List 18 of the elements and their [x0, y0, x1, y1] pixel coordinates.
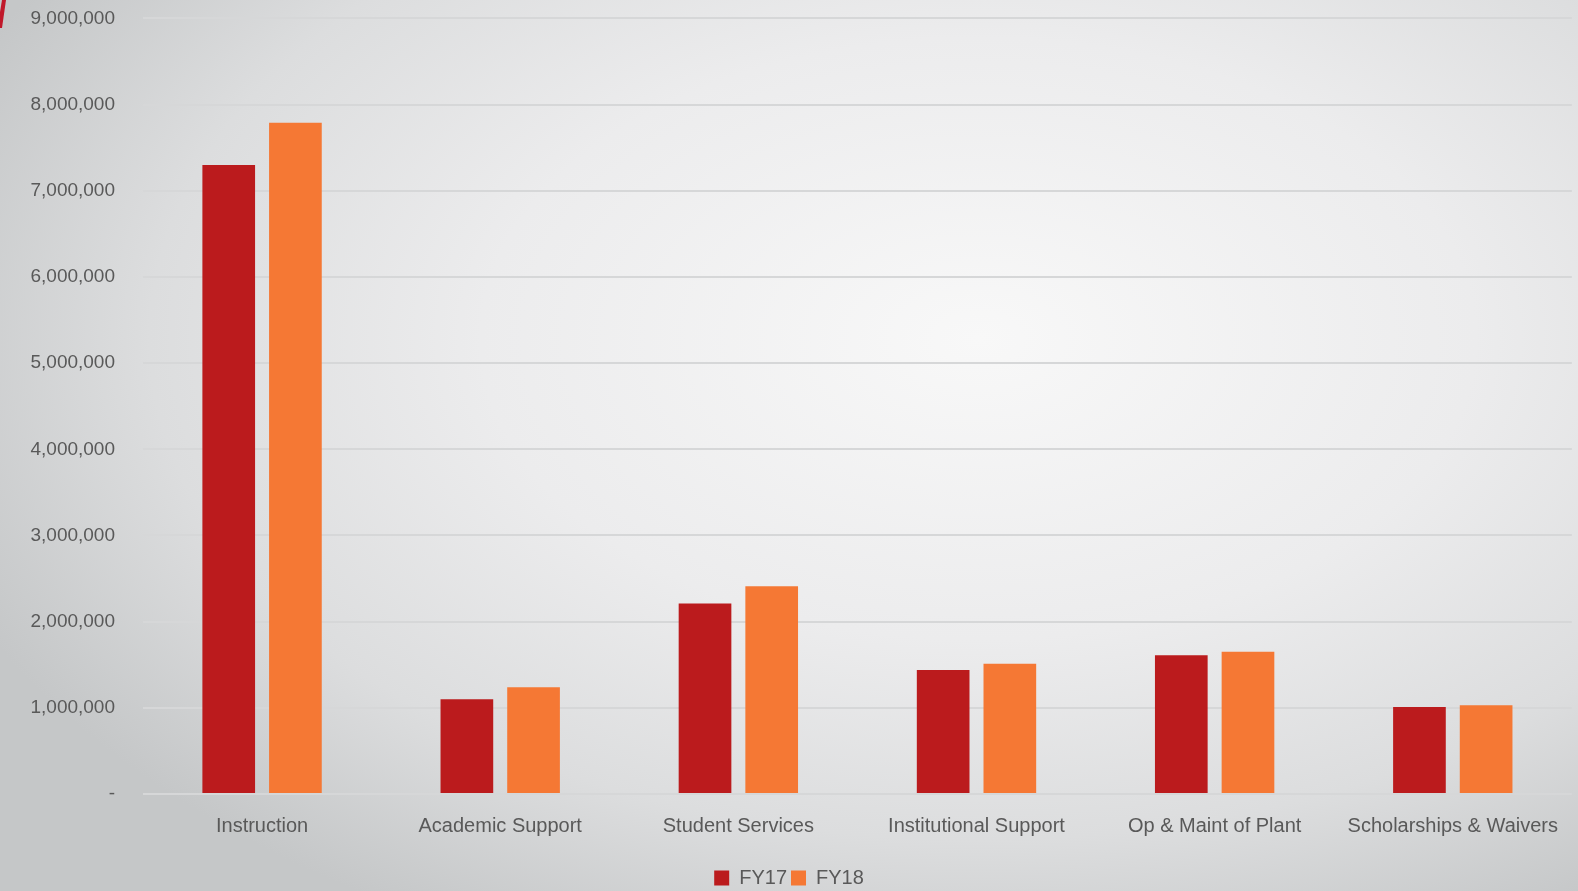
y-tick-label: - [108, 782, 115, 804]
x-tick-label: Student Services [662, 813, 814, 836]
y-tick-label: 1,000,000 [30, 696, 115, 718]
y-tick-label: 5,000,000 [30, 351, 115, 373]
y-tick-label: 9,000,000 [30, 6, 115, 28]
x-tick-label: Scholarships & Waivers [1347, 813, 1559, 836]
x-tick-label: Instruction [215, 813, 309, 836]
x-tick-label: Op & Maint of Plant [1127, 813, 1302, 836]
legend-label: FY17 [739, 865, 788, 888]
y-tick-label: 7,000,000 [30, 178, 115, 200]
y-tick-label: 8,000,000 [30, 92, 115, 114]
y-tick-label: 6,000,000 [30, 265, 115, 287]
y-tick-label: 3,000,000 [30, 523, 115, 545]
y-tick-label: 4,000,000 [30, 437, 115, 459]
y-tick-label: 2,000,000 [30, 609, 115, 631]
legend-label: FY18 [816, 865, 864, 888]
x-tick-label: Academic Support [418, 813, 583, 836]
x-tick-label: Institutional Support [888, 813, 1066, 836]
